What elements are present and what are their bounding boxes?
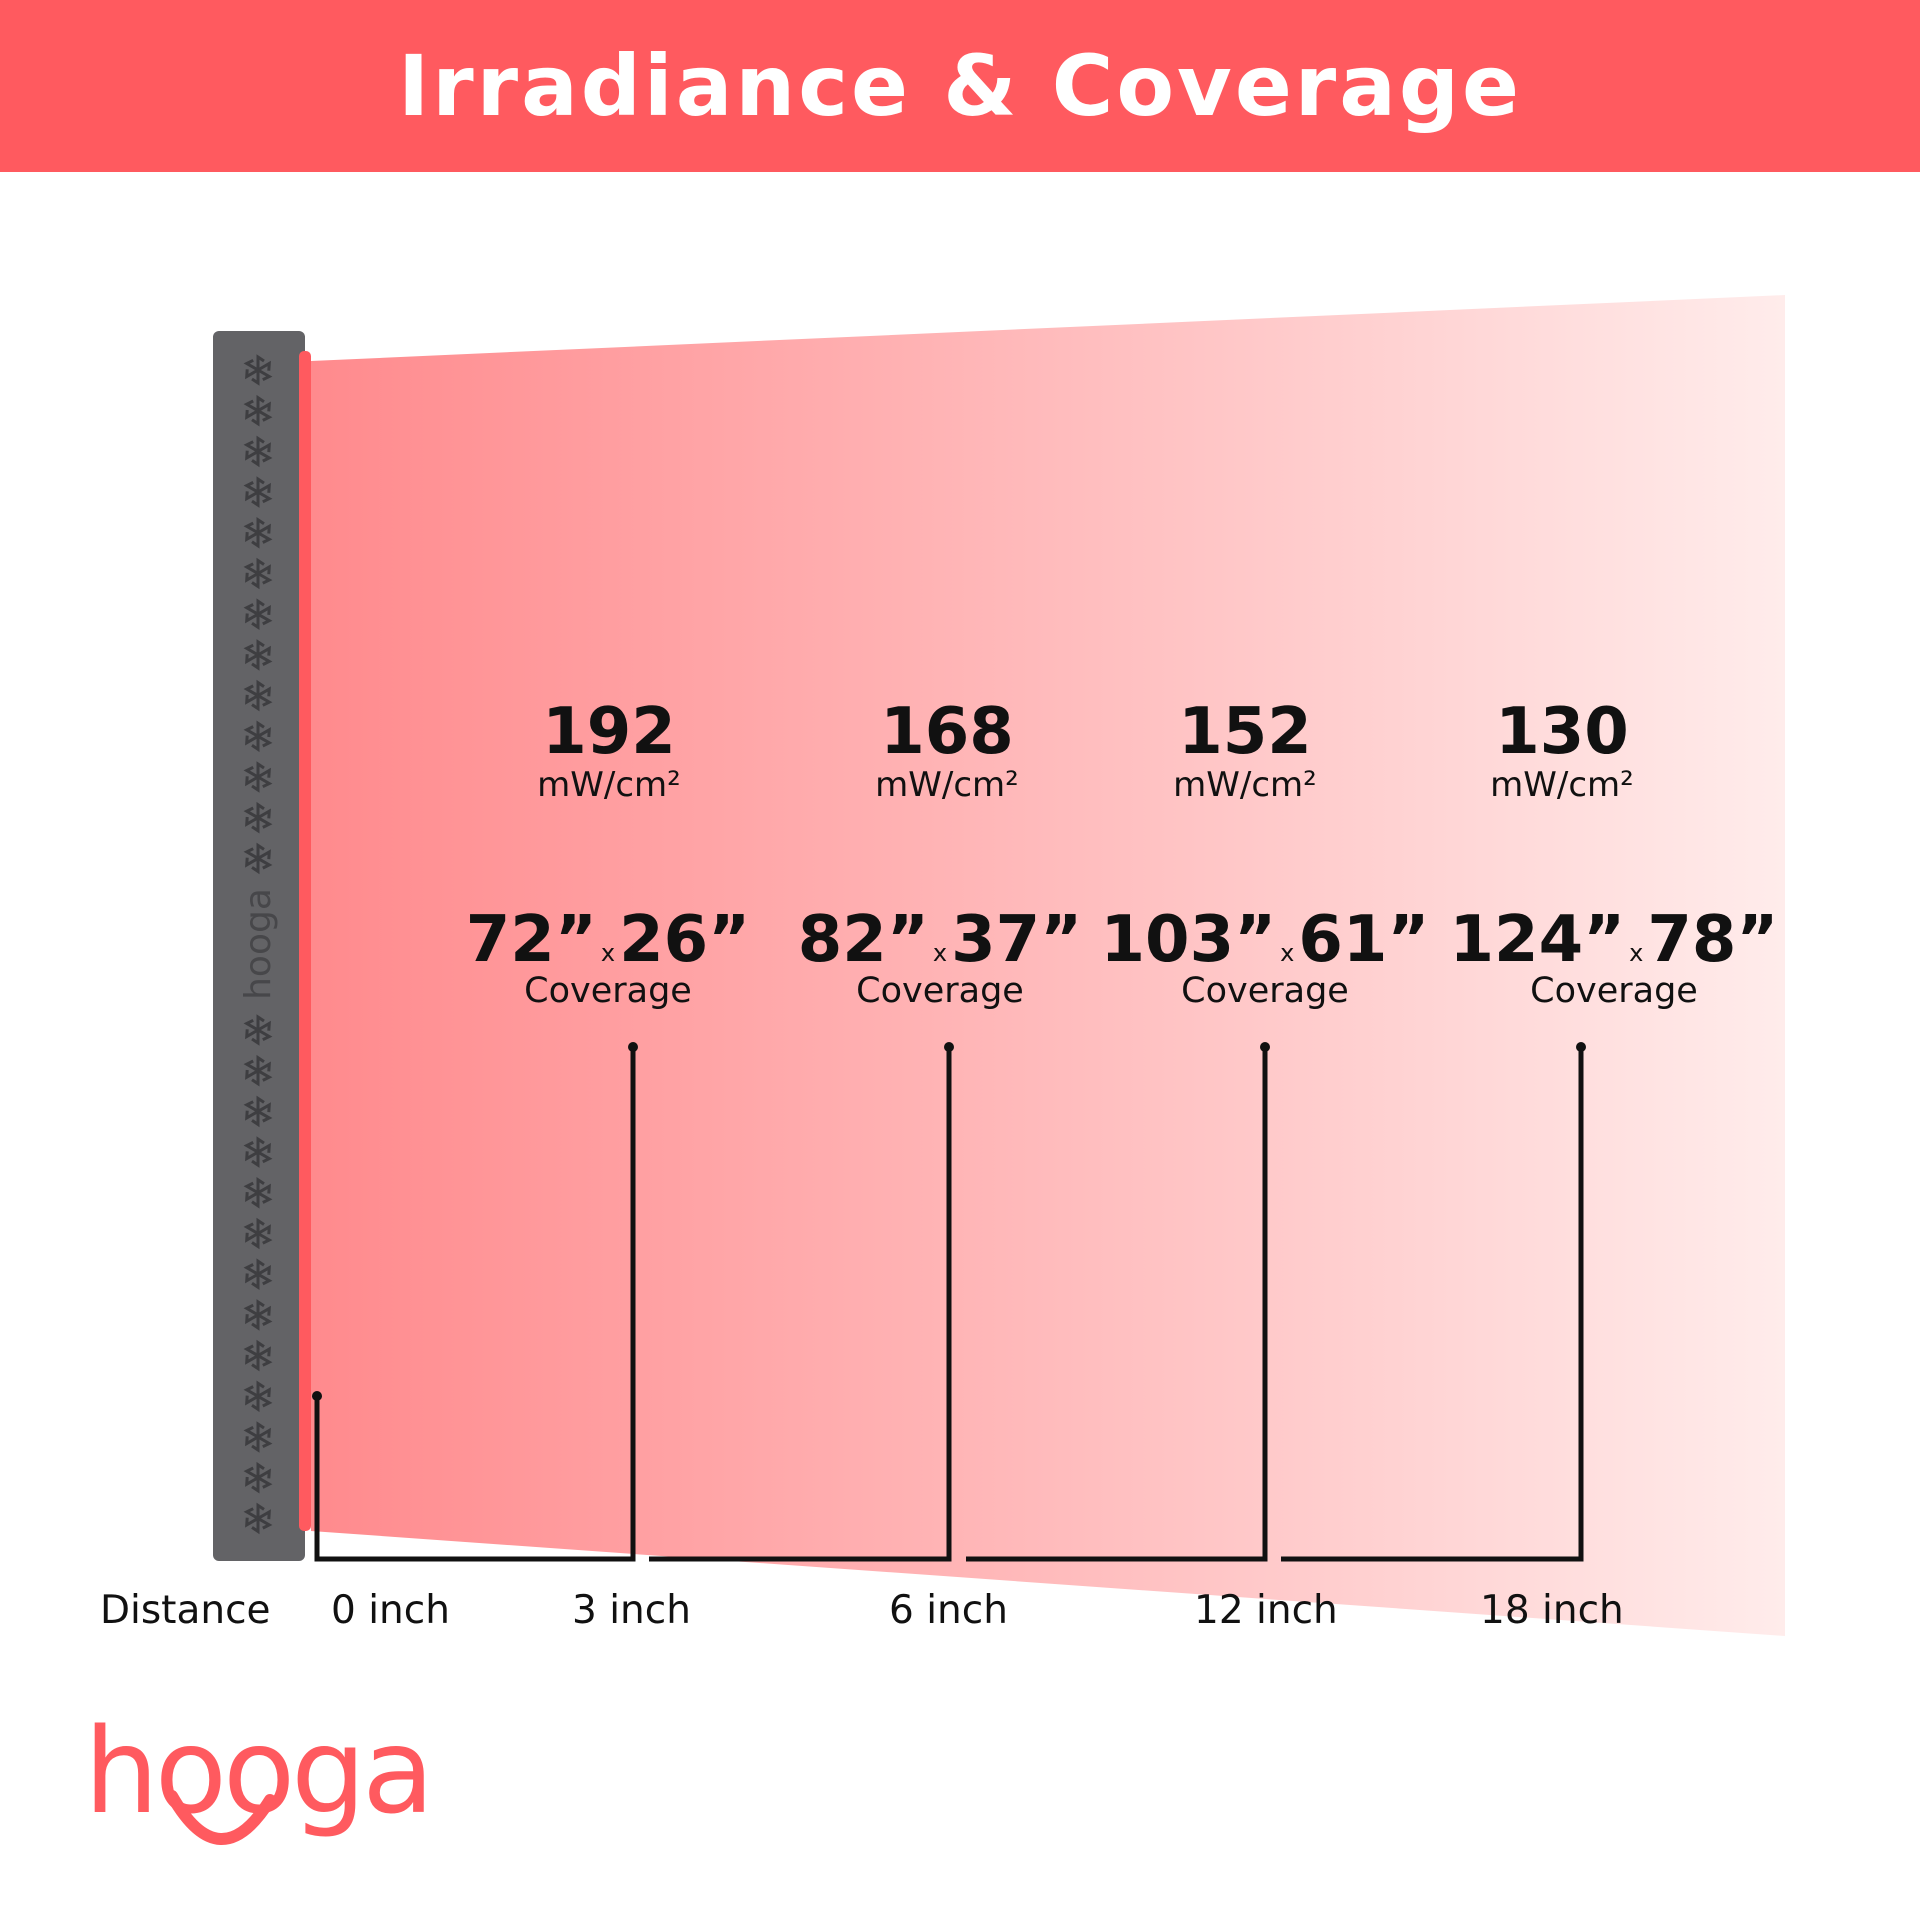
led-icon (243, 1461, 273, 1494)
led-icon (243, 842, 273, 875)
header-banner: Irradiance & Coverage (0, 0, 1920, 172)
irradiance-unit: mW/cm² (537, 765, 681, 805)
led-icon (243, 801, 273, 834)
led-icon (243, 598, 273, 631)
bracket-6-12 (966, 1047, 1268, 1562)
led-icon (243, 720, 273, 753)
distance-tick: 6 inch (889, 1588, 1008, 1633)
distance-label: Distance (100, 1588, 271, 1633)
led-panel: hooga (213, 331, 311, 1561)
led-icon (243, 1502, 273, 1535)
led-icon (243, 516, 273, 549)
light-beam (311, 295, 1785, 1636)
led-icon (243, 435, 273, 468)
logo-smile-icon (166, 1790, 276, 1845)
led-icon (243, 1217, 273, 1250)
distance-axis: Distance 0 inch 3 inch 6 inch 12 inch 18… (100, 1588, 1624, 1633)
irradiance-value: 192 (542, 695, 676, 769)
bracket-3-6 (649, 1047, 952, 1562)
led-icon (243, 394, 273, 427)
led-icon (243, 1380, 273, 1413)
distance-tick: 3 inch (572, 1588, 691, 1633)
bracket-0-3 (314, 1047, 636, 1562)
coverage-label: Coverage (524, 971, 692, 1011)
coverage-dimensions: 124” x78” (1450, 903, 1779, 977)
led-icon (243, 476, 273, 508)
distance-brackets (312, 1042, 1586, 1562)
marker-dot (628, 1042, 638, 1052)
marker-dot (1260, 1042, 1270, 1052)
coverage-label: Coverage (1181, 971, 1349, 1011)
distance-tick: 12 inch (1194, 1588, 1338, 1633)
coverage-dimensions: 72” x26” (466, 903, 750, 977)
irradiance-unit: mW/cm² (1173, 765, 1317, 805)
led-icon (243, 1339, 273, 1372)
irradiance-unit: mW/cm² (875, 765, 1019, 805)
irradiance-labels: 192 mW/cm² 168 mW/cm² 152 mW/cm² 130 mW/… (537, 695, 1634, 805)
marker-dot (944, 1042, 954, 1052)
led-icon (243, 1095, 273, 1128)
led-icon (243, 639, 273, 671)
panel-brand-text: hooga (238, 888, 279, 1000)
led-icon (243, 557, 273, 590)
led-icon (243, 679, 273, 712)
irradiance-unit: mW/cm² (1490, 765, 1634, 805)
irradiance-value: 130 (1495, 695, 1629, 769)
coverage-dimensions: 103” x61” (1101, 903, 1430, 977)
coverage-labels: 72” x26” Coverage 82” x37” Coverage 103” x6… (466, 903, 1779, 1011)
led-icon (243, 1176, 273, 1209)
led-light-strip (299, 351, 311, 1531)
led-icon (243, 761, 273, 793)
led-icon (243, 1136, 273, 1168)
coverage-label: Coverage (856, 971, 1024, 1011)
coverage-label: Coverage (1530, 971, 1698, 1011)
coverage-dimensions: 82” x37” (798, 903, 1082, 977)
hooga-logo: hooga (84, 1702, 434, 1845)
led-icon (243, 1299, 273, 1331)
bracket-12-18 (1281, 1047, 1584, 1562)
distance-tick: 0 inch (331, 1588, 450, 1633)
led-icon (243, 1054, 273, 1087)
led-icon (243, 354, 273, 386)
distance-tick: 18 inch (1480, 1588, 1624, 1633)
irradiance-value: 152 (1178, 695, 1312, 769)
marker-dot (1576, 1042, 1586, 1052)
led-icon (243, 1258, 273, 1291)
led-icon (243, 1421, 273, 1453)
irradiance-value: 168 (880, 695, 1014, 769)
page-title: Irradiance & Coverage (398, 37, 1522, 135)
marker-dot (312, 1391, 322, 1401)
led-icon (243, 1014, 273, 1046)
